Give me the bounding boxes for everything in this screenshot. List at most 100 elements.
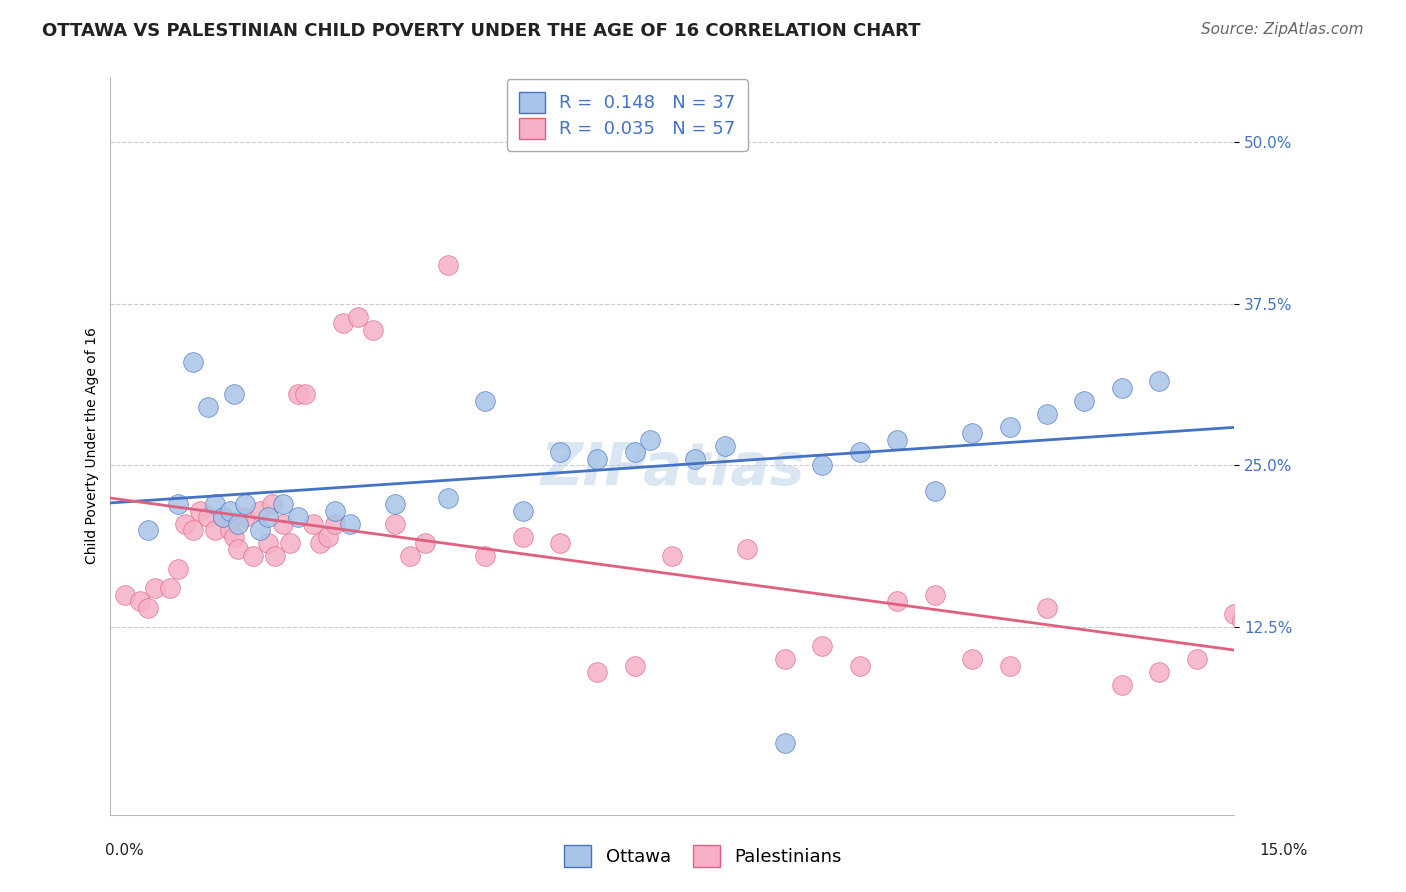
Point — [332, 316, 354, 330]
Point — [271, 516, 294, 531]
Point — [256, 510, 278, 524]
Point — [211, 510, 233, 524]
Point — [811, 458, 834, 473]
Point — [436, 491, 458, 505]
Point — [512, 503, 534, 517]
Point — [114, 588, 136, 602]
Point — [309, 536, 332, 550]
Point — [242, 549, 264, 563]
Point — [222, 529, 245, 543]
Point — [136, 600, 159, 615]
Point — [1239, 620, 1261, 634]
Point — [226, 542, 249, 557]
Point — [399, 549, 422, 563]
Point — [624, 445, 647, 459]
Point — [226, 516, 249, 531]
Point — [287, 510, 309, 524]
Point — [413, 536, 436, 550]
Point — [219, 503, 242, 517]
Point — [714, 439, 737, 453]
Point — [1073, 393, 1095, 408]
Text: ZIPatlas: ZIPatlas — [540, 440, 804, 497]
Point — [1185, 652, 1208, 666]
Point — [1111, 381, 1133, 395]
Point — [264, 549, 287, 563]
Point — [886, 433, 908, 447]
Point — [166, 562, 188, 576]
Point — [384, 516, 406, 531]
Point — [211, 510, 233, 524]
Point — [998, 419, 1021, 434]
Point — [181, 355, 204, 369]
Point — [638, 433, 661, 447]
Point — [1149, 375, 1171, 389]
Point — [159, 581, 181, 595]
Point — [204, 497, 226, 511]
Point — [301, 516, 323, 531]
Point — [166, 497, 188, 511]
Point — [316, 529, 339, 543]
Point — [181, 523, 204, 537]
Point — [174, 516, 197, 531]
Point — [1036, 600, 1059, 615]
Point — [249, 503, 271, 517]
Point — [848, 445, 870, 459]
Point — [512, 529, 534, 543]
Point — [586, 451, 609, 466]
Point — [773, 652, 796, 666]
Point — [474, 549, 496, 563]
Point — [998, 658, 1021, 673]
Legend: Ottawa, Palestinians: Ottawa, Palestinians — [557, 838, 849, 874]
Text: 15.0%: 15.0% — [1260, 843, 1308, 858]
Point — [924, 588, 946, 602]
Point — [548, 445, 571, 459]
Point — [384, 497, 406, 511]
Point — [960, 426, 983, 441]
Text: Source: ZipAtlas.com: Source: ZipAtlas.com — [1201, 22, 1364, 37]
Point — [323, 516, 346, 531]
Text: 0.0%: 0.0% — [105, 843, 145, 858]
Point — [145, 581, 167, 595]
Point — [323, 503, 346, 517]
Y-axis label: Child Poverty Under the Age of 16: Child Poverty Under the Age of 16 — [86, 327, 100, 565]
Point — [278, 536, 301, 550]
Point — [346, 310, 368, 324]
Legend: R =  0.148   N = 37, R =  0.035   N = 57: R = 0.148 N = 37, R = 0.035 N = 57 — [506, 79, 748, 152]
Point — [960, 652, 983, 666]
Point — [1149, 665, 1171, 680]
Point — [197, 510, 219, 524]
Point — [886, 594, 908, 608]
Point — [773, 736, 796, 750]
Point — [339, 516, 361, 531]
Point — [256, 536, 278, 550]
Point — [1230, 614, 1253, 628]
Point — [204, 523, 226, 537]
Point — [1036, 407, 1059, 421]
Point — [197, 401, 219, 415]
Point — [811, 640, 834, 654]
Point — [586, 665, 609, 680]
Point — [1223, 607, 1246, 621]
Point — [249, 523, 271, 537]
Point — [1111, 678, 1133, 692]
Point — [233, 497, 256, 511]
Point — [661, 549, 683, 563]
Point — [219, 523, 242, 537]
Point — [129, 594, 152, 608]
Point — [361, 323, 384, 337]
Point — [260, 497, 283, 511]
Point — [436, 258, 458, 272]
Point — [848, 658, 870, 673]
Point — [683, 451, 706, 466]
Point — [188, 503, 211, 517]
Point — [287, 387, 309, 401]
Point — [624, 658, 647, 673]
Point — [222, 387, 245, 401]
Point — [271, 497, 294, 511]
Text: OTTAWA VS PALESTINIAN CHILD POVERTY UNDER THE AGE OF 16 CORRELATION CHART: OTTAWA VS PALESTINIAN CHILD POVERTY UNDE… — [42, 22, 921, 40]
Point — [474, 393, 496, 408]
Point — [294, 387, 316, 401]
Point — [737, 542, 759, 557]
Point — [136, 523, 159, 537]
Point — [924, 484, 946, 499]
